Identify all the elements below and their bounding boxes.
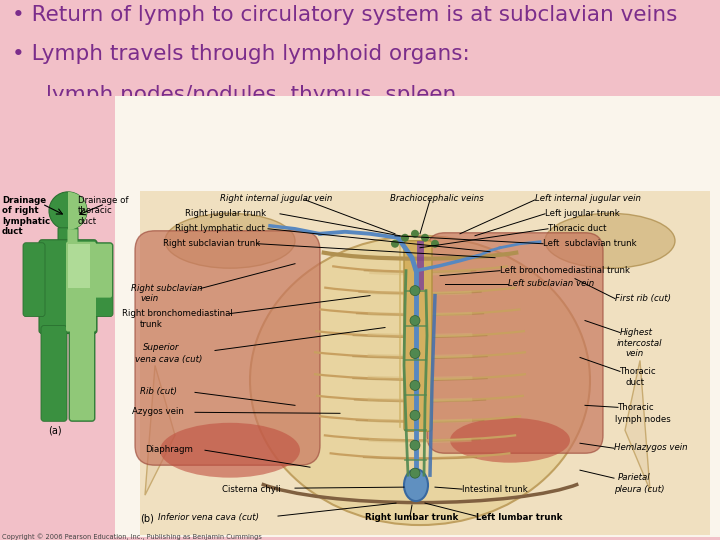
Text: vein: vein (140, 294, 158, 302)
Text: Thoracic: Thoracic (618, 403, 654, 413)
Circle shape (410, 468, 420, 478)
FancyBboxPatch shape (66, 242, 96, 332)
FancyBboxPatch shape (58, 228, 78, 245)
Ellipse shape (165, 213, 295, 268)
Text: Right subclavian: Right subclavian (131, 284, 202, 293)
Text: duct: duct (625, 379, 644, 387)
Text: Inferior vena cava (cut): Inferior vena cava (cut) (158, 513, 259, 522)
Circle shape (421, 234, 429, 242)
Text: Cisterna chyli: Cisterna chyli (222, 485, 281, 494)
Text: (b): (b) (140, 513, 154, 523)
Text: vena cava (cut): vena cava (cut) (135, 355, 202, 364)
Circle shape (410, 286, 420, 295)
Circle shape (410, 380, 420, 390)
Text: Thoracic: Thoracic (620, 367, 657, 376)
Ellipse shape (250, 236, 590, 525)
Circle shape (410, 315, 420, 326)
FancyBboxPatch shape (41, 326, 67, 421)
FancyBboxPatch shape (70, 327, 94, 420)
Text: Diaphragm: Diaphragm (145, 446, 193, 454)
Circle shape (410, 410, 420, 420)
Text: trunk: trunk (140, 320, 163, 328)
Text: Right bronchomediastinal: Right bronchomediastinal (122, 308, 233, 318)
Text: Right subclavian trunk: Right subclavian trunk (163, 239, 260, 248)
Ellipse shape (404, 469, 428, 501)
Text: (a): (a) (48, 426, 62, 435)
Bar (140, 191, 710, 535)
FancyBboxPatch shape (91, 243, 113, 316)
Text: Right lymphatic duct: Right lymphatic duct (175, 224, 265, 233)
Circle shape (401, 234, 409, 242)
Text: Copyright © 2006 Pearson Education, Inc., Publishing as Benjamin Cummings: Copyright © 2006 Pearson Education, Inc.… (2, 533, 262, 539)
Text: Left subclavian vein: Left subclavian vein (508, 279, 594, 288)
Text: Left  subclavian trunk: Left subclavian trunk (543, 239, 636, 248)
Polygon shape (625, 361, 650, 490)
Text: Rib (cut): Rib (cut) (140, 387, 177, 396)
Text: Left lumbar trunk: Left lumbar trunk (476, 513, 562, 522)
Text: Drainage of
thoracic
duct: Drainage of thoracic duct (78, 196, 128, 226)
Text: lymph nodes/nodules, thymus, spleen: lymph nodes/nodules, thymus, spleen (46, 85, 456, 105)
Bar (68, 244, 90, 288)
Text: pleura (cut): pleura (cut) (614, 485, 665, 494)
Ellipse shape (450, 418, 570, 463)
Text: vein: vein (625, 349, 643, 359)
FancyBboxPatch shape (404, 241, 432, 431)
Text: Brachiocephalic veins: Brachiocephalic veins (390, 194, 484, 203)
Text: Hemlazygos vein: Hemlazygos vein (614, 443, 688, 452)
FancyBboxPatch shape (135, 231, 320, 465)
Text: lymph nodes: lymph nodes (615, 415, 671, 424)
FancyBboxPatch shape (68, 230, 78, 243)
Circle shape (49, 192, 87, 230)
Ellipse shape (545, 213, 675, 268)
Text: Left jugular trunk: Left jugular trunk (545, 209, 620, 218)
FancyBboxPatch shape (427, 233, 603, 453)
Text: Right lumbar trunk: Right lumbar trunk (365, 513, 459, 522)
Text: First rib (cut): First rib (cut) (615, 294, 671, 302)
Text: Right internal jugular vein: Right internal jugular vein (220, 194, 333, 203)
Bar (115, 96, 720, 537)
Text: Thoracic duct: Thoracic duct (548, 224, 606, 233)
Circle shape (410, 440, 420, 450)
Text: • Lymph travels through lymphoid organs:: • Lymph travels through lymphoid organs: (12, 44, 469, 64)
Text: • Return of lymph to circulatory system is at subclavian veins: • Return of lymph to circulatory system … (12, 5, 677, 25)
Text: Azygos vein: Azygos vein (132, 407, 184, 416)
Polygon shape (145, 366, 175, 495)
Text: Parietal: Parietal (618, 473, 651, 482)
Text: Right jugular trunk: Right jugular trunk (185, 209, 266, 218)
Circle shape (391, 240, 399, 248)
Circle shape (410, 348, 420, 359)
Text: Superior: Superior (143, 343, 179, 353)
Circle shape (431, 240, 439, 248)
Text: intercostal: intercostal (617, 339, 662, 348)
Ellipse shape (160, 423, 300, 478)
Circle shape (411, 230, 419, 238)
FancyBboxPatch shape (92, 244, 112, 298)
FancyBboxPatch shape (23, 243, 45, 316)
FancyBboxPatch shape (69, 326, 95, 421)
Text: Left internal jugular vein: Left internal jugular vein (535, 194, 641, 203)
Text: Drainage
of right
lymphatic
duct: Drainage of right lymphatic duct (2, 196, 50, 236)
FancyBboxPatch shape (39, 240, 97, 334)
Text: Highest: Highest (620, 328, 653, 336)
Wedge shape (68, 192, 87, 230)
Text: Intestinal trunk: Intestinal trunk (462, 485, 528, 494)
Text: Left bronchomediastinal trunk: Left bronchomediastinal trunk (500, 266, 630, 275)
